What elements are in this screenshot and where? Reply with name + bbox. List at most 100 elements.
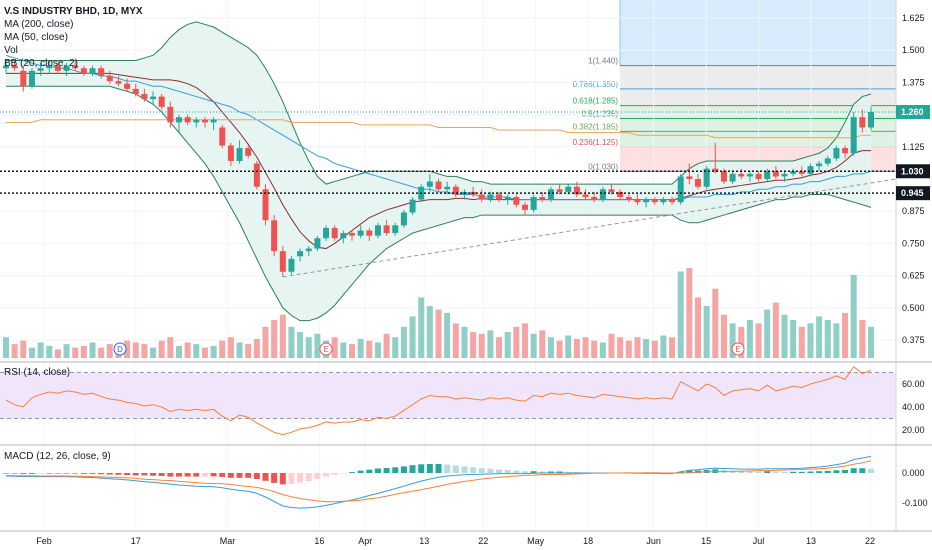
fib-level-label: 0.5(1.235) bbox=[582, 109, 619, 118]
macd-histogram-bar bbox=[729, 470, 736, 473]
macd-pane: 0.000 -0.100 bbox=[3, 456, 928, 509]
volume-bar bbox=[634, 337, 641, 358]
volume-bar bbox=[444, 313, 451, 358]
volume-bar bbox=[262, 326, 269, 358]
macd-line bbox=[5, 456, 872, 509]
candle-body bbox=[634, 199, 641, 203]
candle-body bbox=[591, 197, 598, 200]
candle-body bbox=[132, 88, 139, 94]
event-marker-label: E bbox=[323, 345, 328, 354]
candle-body bbox=[452, 186, 459, 195]
candle-body bbox=[496, 194, 503, 200]
candle-body bbox=[513, 197, 520, 205]
candle-body bbox=[842, 148, 849, 154]
date-tick-label: 13 bbox=[419, 536, 429, 546]
price-tick-label: 0.375 bbox=[902, 335, 925, 345]
price-candles bbox=[3, 60, 874, 277]
macd-histogram-bar bbox=[478, 468, 485, 473]
volume-bar bbox=[599, 342, 606, 358]
macd-histogram-bar bbox=[842, 470, 849, 473]
date-tick-label: 18 bbox=[583, 536, 593, 546]
price-tick-label: 0.625 bbox=[902, 271, 925, 281]
volume-bar bbox=[37, 342, 44, 358]
candle-body bbox=[176, 117, 182, 123]
volume-bar bbox=[28, 347, 35, 358]
candle-body bbox=[314, 238, 321, 249]
macd-histogram-bar bbox=[712, 469, 719, 473]
candle-body bbox=[547, 189, 554, 200]
candle-body bbox=[868, 112, 874, 128]
volume-bar bbox=[314, 333, 321, 358]
candle-body bbox=[859, 117, 866, 128]
legend-ma50: MA (50, close) bbox=[4, 32, 68, 43]
volume-bar bbox=[357, 338, 364, 358]
candle-body bbox=[72, 65, 79, 69]
price-label-box bbox=[896, 164, 930, 179]
fib-zone bbox=[620, 105, 896, 119]
candle-body bbox=[772, 171, 779, 177]
candle-body bbox=[115, 81, 122, 84]
fib-level-label: 0.786(1.350) bbox=[573, 80, 619, 89]
macd-histogram-bar bbox=[245, 473, 252, 478]
volume-bar bbox=[219, 340, 226, 358]
macd-histogram-bar bbox=[530, 471, 537, 473]
volume-bar bbox=[184, 342, 191, 358]
main-legend: V.S INDUSTRY BHD, 1D, MYX MA (200, close… bbox=[4, 5, 143, 70]
symbol-title: V.S INDUSTRY BHD, 1D, MYX bbox=[4, 6, 143, 17]
fib-zone bbox=[620, 88, 896, 106]
volume-bar bbox=[418, 297, 425, 358]
price-label-text: 0.945 bbox=[901, 188, 924, 198]
macd-histogram-bar bbox=[158, 473, 165, 476]
candle-body bbox=[798, 171, 805, 174]
candle-body bbox=[764, 171, 771, 179]
volume-bar bbox=[201, 347, 208, 358]
volume-bar bbox=[426, 306, 433, 358]
volume-bar bbox=[530, 333, 537, 358]
candle-body bbox=[331, 227, 338, 239]
macd-histogram-bar bbox=[366, 469, 373, 473]
macd-histogram-bar bbox=[850, 468, 857, 473]
macd-histogram-bar bbox=[340, 473, 347, 474]
volume-bar bbox=[582, 337, 589, 358]
candle-body bbox=[720, 171, 727, 182]
volume-bar bbox=[297, 332, 304, 358]
macd-histogram-bar bbox=[46, 473, 53, 474]
macd-histogram-bar bbox=[556, 471, 563, 473]
candle-body bbox=[669, 199, 676, 203]
candle-body bbox=[522, 204, 528, 210]
candle-body bbox=[677, 176, 684, 203]
macd-histogram-bar bbox=[279, 473, 286, 485]
macd-histogram-bar bbox=[167, 473, 174, 477]
rsi-pane: 60.00 40.00 20.00 bbox=[0, 366, 925, 436]
macd-histogram-bar bbox=[444, 464, 451, 473]
macd-histogram-bar bbox=[124, 473, 131, 476]
event-marker bbox=[319, 342, 333, 356]
macd-histogram-bar bbox=[738, 470, 745, 473]
volume-bar bbox=[176, 345, 182, 358]
volume-bar bbox=[816, 316, 823, 358]
macd-histogram-bar bbox=[227, 473, 234, 478]
macd-histogram-bar bbox=[677, 471, 684, 473]
volume-bar bbox=[764, 309, 771, 358]
date-tick-label: Apr bbox=[358, 536, 372, 546]
volume-bar bbox=[409, 316, 416, 358]
volume-bar bbox=[3, 337, 9, 358]
candle-body bbox=[305, 248, 312, 252]
date-tick-label: Mar bbox=[220, 536, 236, 546]
volume-bar bbox=[807, 323, 814, 358]
macd-histogram-bar bbox=[374, 468, 381, 473]
macd-histogram-bar bbox=[331, 473, 338, 475]
candle-body bbox=[323, 227, 330, 239]
volume-bar bbox=[746, 319, 753, 358]
volume-bar bbox=[625, 340, 632, 358]
candle-body bbox=[608, 189, 615, 192]
macd-histogram-bar bbox=[115, 473, 122, 475]
candle-body bbox=[271, 220, 278, 252]
macd-histogram-bar bbox=[305, 473, 312, 482]
volume-bar bbox=[46, 345, 53, 358]
volume-bar bbox=[245, 344, 252, 358]
candle-body bbox=[504, 197, 511, 200]
event-marker-label: E bbox=[735, 345, 740, 354]
volume-bar bbox=[383, 333, 390, 358]
